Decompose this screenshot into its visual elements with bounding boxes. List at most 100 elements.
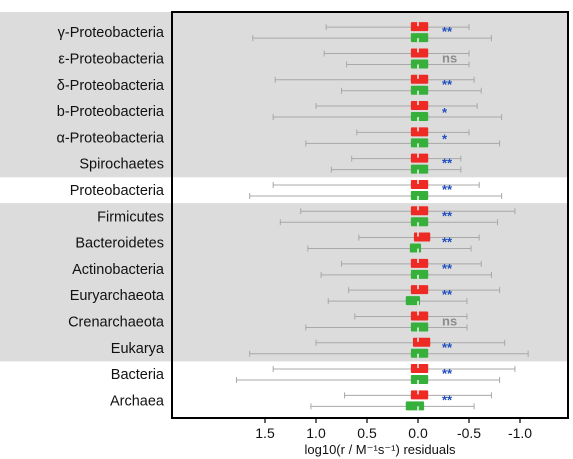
significance-label: ** <box>442 261 453 276</box>
x-axis-ticks: 1.5 1.0 0.5 0.0 -0.5 -1.0 <box>255 418 532 441</box>
significance-label: ** <box>442 156 453 171</box>
row-shade <box>0 19 568 46</box>
significance-label: * <box>442 105 448 120</box>
category-label: Actinobacteria <box>72 262 165 278</box>
significance-label: ** <box>442 287 453 302</box>
significance-label: * <box>442 131 448 146</box>
significance-label: ** <box>442 235 453 250</box>
median-lower <box>417 353 419 358</box>
median-upper <box>417 22 419 27</box>
box-lower <box>410 33 429 43</box>
median-upper <box>417 390 419 395</box>
box-upper <box>410 153 429 163</box>
box-lower <box>410 375 429 385</box>
significance-label: ** <box>442 77 453 92</box>
box-upper <box>410 285 429 295</box>
median-upper <box>417 311 419 316</box>
row-shade <box>0 308 568 336</box>
box-lower <box>405 401 425 411</box>
category-label: Bacteroidetes <box>75 236 164 252</box>
category-label: Spirochaetes <box>79 157 164 173</box>
box-lower <box>410 138 429 148</box>
significance-label: ** <box>442 340 453 355</box>
median-lower <box>417 380 419 385</box>
box-upper <box>412 337 431 347</box>
row-shade <box>0 282 568 309</box>
category-label: α-Proteobacteria <box>56 130 164 146</box>
category-row: γ-Proteobacteria ** <box>58 22 492 43</box>
median-upper <box>417 364 419 369</box>
median-lower <box>417 301 419 306</box>
significance-label: ** <box>442 208 453 223</box>
row-shade <box>0 45 568 73</box>
row-shade <box>0 71 568 99</box>
category-label: Firmicutes <box>97 209 164 225</box>
significance-label: ns <box>442 50 457 65</box>
box-lower <box>410 85 429 95</box>
median-lower <box>417 406 419 411</box>
median-upper <box>417 101 419 106</box>
significance-label: ** <box>442 392 453 407</box>
category-row: Proteobacteria ** <box>70 179 503 200</box>
box-upper <box>410 179 429 189</box>
category-row: Bacteroidetes ** <box>75 232 480 253</box>
row-shade <box>0 255 568 283</box>
median-upper <box>417 232 419 237</box>
row-shade <box>0 124 568 151</box>
row-shade <box>0 97 568 125</box>
row-shade <box>0 203 568 230</box>
row-shade-top <box>0 12 568 19</box>
median-lower <box>417 195 419 200</box>
box-upper <box>410 48 429 58</box>
category-row: ε-Proteobacteria ns <box>58 48 470 69</box>
category-label: Archaea <box>110 393 165 409</box>
box-upper <box>413 232 431 242</box>
median-upper <box>417 153 419 158</box>
box-upper <box>410 74 429 84</box>
box-lower <box>410 190 429 200</box>
category-label: γ-Proteobacteria <box>58 25 165 41</box>
box-upper <box>410 101 429 111</box>
significance-label: ** <box>442 182 453 197</box>
row-shading <box>0 12 568 362</box>
median-lower <box>417 90 419 95</box>
significance-label: ns <box>442 313 457 328</box>
median-lower <box>417 222 419 227</box>
median-upper <box>417 285 419 290</box>
category-row: Euryarchaeota ** <box>70 285 501 306</box>
x-tick-label: -1.0 <box>508 425 532 441</box>
median-lower <box>417 117 419 122</box>
median-upper <box>417 48 419 53</box>
category-label: Bacteria <box>111 367 165 383</box>
box-upper <box>410 206 429 216</box>
median-upper <box>417 127 419 132</box>
x-tick-label: 1.5 <box>255 425 275 441</box>
median-upper <box>417 74 419 79</box>
box-upper <box>410 311 429 321</box>
box-upper <box>410 364 429 374</box>
median-lower <box>417 143 419 148</box>
median-lower <box>417 64 419 69</box>
median-upper <box>417 179 419 184</box>
box-upper <box>410 22 429 32</box>
plot-frame <box>171 11 569 419</box>
median-upper <box>417 206 419 211</box>
x-tick-label: 1.0 <box>306 425 326 441</box>
x-axis-label: log10(r / M⁻¹s⁻¹) residuals <box>305 442 456 457</box>
category-rows: γ-Proteobacteria **ε-Proteobacteria nsδ-Pr… <box>56 22 529 411</box>
category-label: b-Proteobacteria <box>57 104 165 120</box>
x-tick-label: 0.5 <box>357 425 377 441</box>
category-row: δ-Proteobacteria ** <box>57 74 482 95</box>
category-label: Eukarya <box>111 341 165 357</box>
box-lower <box>410 322 429 332</box>
median-upper <box>417 258 419 263</box>
median-lower <box>417 38 419 43</box>
category-row: Spirochaetes ** <box>79 153 462 174</box>
box-upper <box>410 390 429 400</box>
category-row: Firmicutes ** <box>97 206 516 227</box>
box-lower <box>409 243 422 253</box>
box-lower <box>410 59 429 69</box>
category-row: Crenarchaeota ns <box>68 311 468 332</box>
median-upper <box>417 337 419 342</box>
